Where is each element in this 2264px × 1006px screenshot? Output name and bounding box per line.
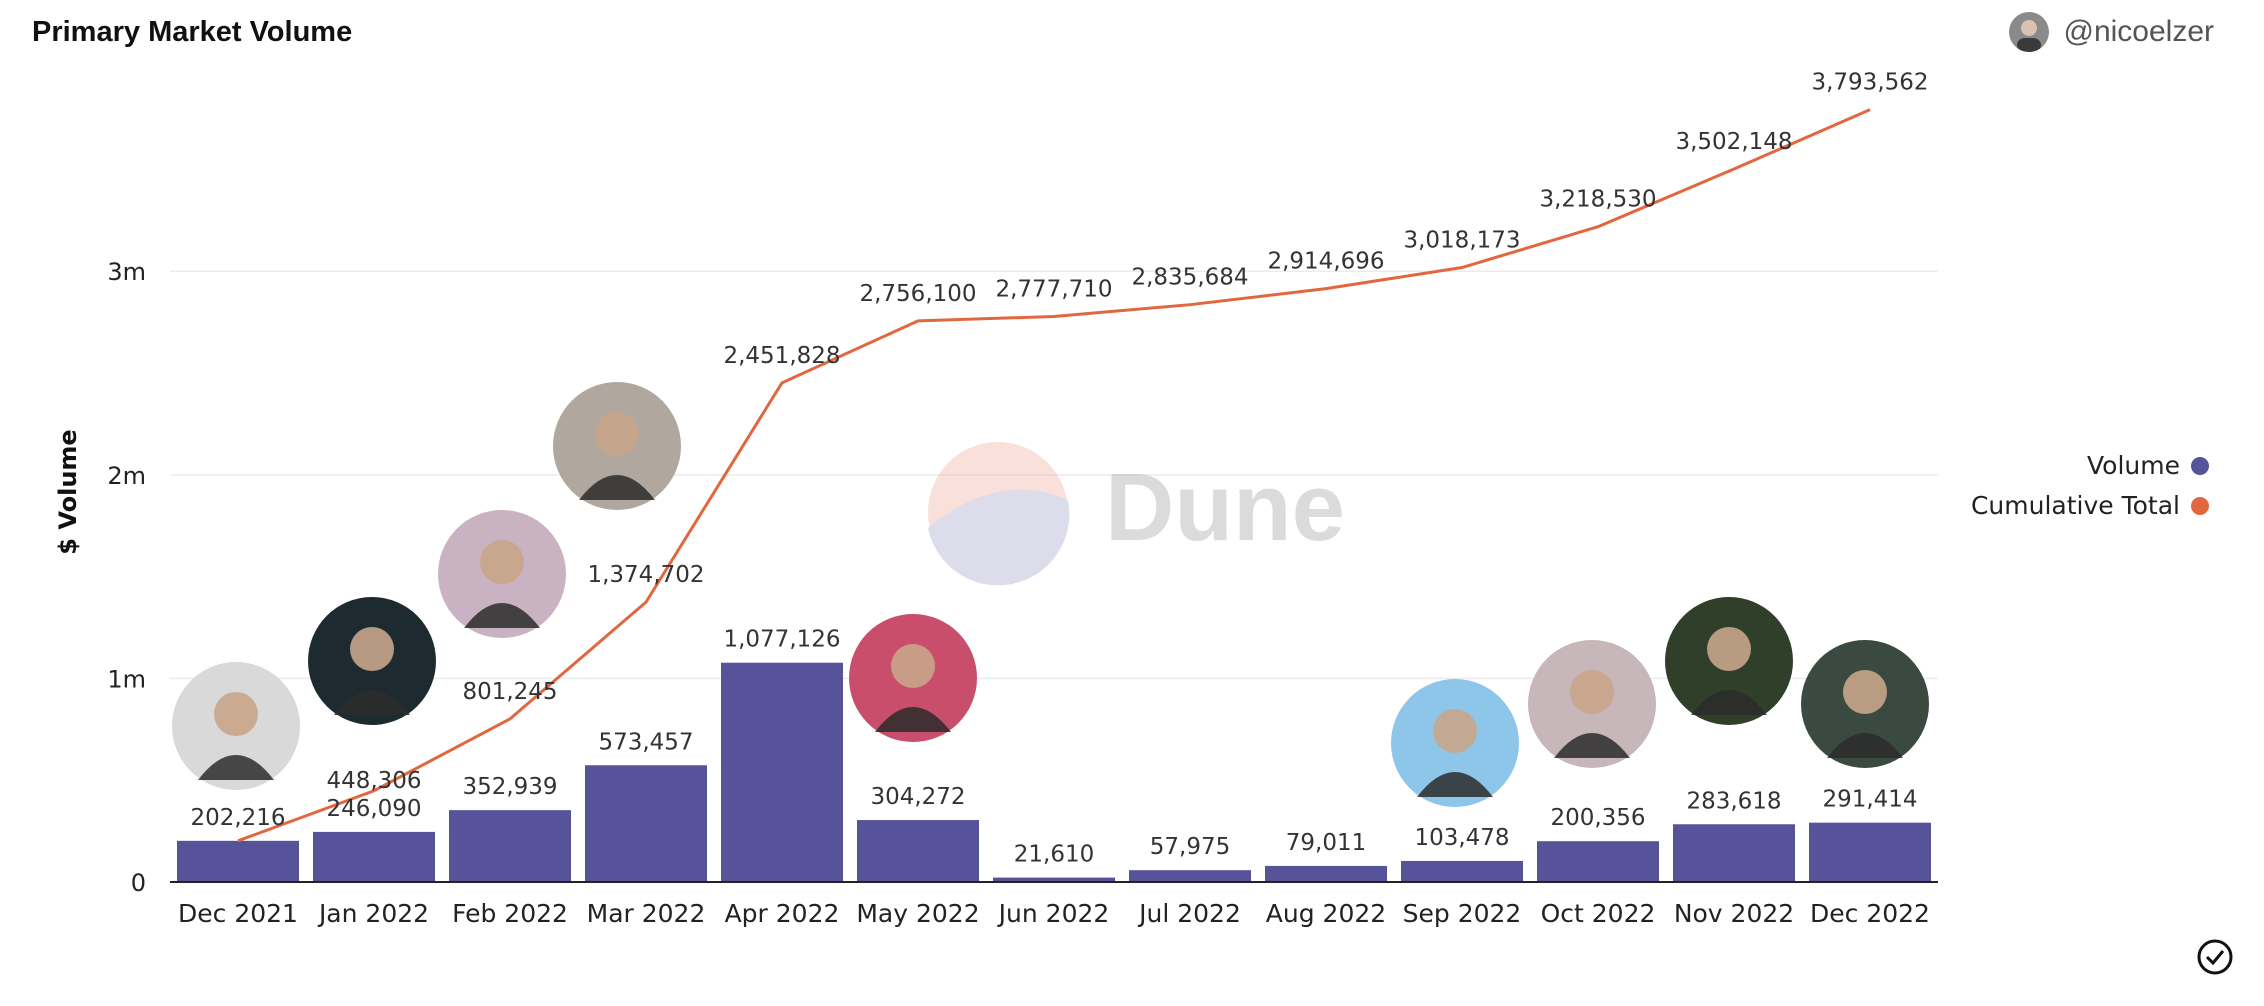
artist-photo [308, 597, 436, 725]
bar-value-label: 79,011 [1286, 830, 1366, 856]
artist-photo [553, 382, 681, 510]
x-tick-label: Jan 2022 [317, 899, 429, 928]
user-badge[interactable]: @nicoelzer [2009, 12, 2214, 52]
y-tick-label: 2m [107, 462, 146, 490]
x-tick-label: May 2022 [856, 899, 979, 928]
bar-value-label: 352,939 [462, 774, 557, 800]
bar [1129, 870, 1251, 882]
artist-face-icon [1843, 670, 1887, 714]
cumulative-value-label: 3,218,530 [1539, 187, 1656, 213]
watermark-text: Dune [1105, 454, 1345, 561]
bar [1809, 822, 1931, 882]
x-tick-label: Dec 2022 [1810, 899, 1930, 928]
cumulative-value-label: 801,245 [462, 679, 557, 705]
artist-face-icon [1433, 709, 1477, 753]
artist-face-icon [214, 692, 258, 736]
artist-face-icon [595, 412, 639, 456]
bar [1265, 865, 1387, 882]
artist-body-icon [1827, 733, 1903, 758]
bar-value-label: 202,216 [190, 805, 285, 831]
bar [993, 877, 1115, 882]
bar-value-label: 304,272 [870, 784, 965, 810]
cumulative-value-label: 3,793,562 [1811, 70, 1928, 96]
bar [721, 662, 843, 882]
legend-dot [2191, 457, 2209, 475]
artist-photo [1801, 640, 1929, 768]
artist-body-icon [198, 755, 274, 780]
x-tick-label: Mar 2022 [587, 899, 706, 928]
artist-face-icon [1570, 670, 1614, 714]
y-tick-label: 0 [131, 869, 146, 897]
dune-watermark: Dune [928, 442, 1345, 586]
x-tick-label: Dec 2021 [178, 899, 298, 928]
bar-value-label: 1,077,126 [723, 627, 840, 653]
artist-body-icon [875, 707, 951, 732]
artist-photo [849, 614, 977, 742]
artist-face-icon [1707, 627, 1751, 671]
bar-value-label: 573,457 [598, 729, 693, 755]
cumulative-value-label: 448,306 [326, 768, 421, 794]
artist-body-icon [334, 690, 410, 715]
cumulative-value-label: 1,374,702 [587, 562, 704, 588]
bar-value-label: 200,356 [1550, 805, 1645, 831]
x-tick-label: Feb 2022 [452, 899, 568, 928]
x-tick-label: Nov 2022 [1674, 899, 1794, 928]
verified-check-icon[interactable] [2196, 938, 2234, 976]
y-tick-label: 3m [107, 258, 146, 286]
legend-label: Volume [2087, 451, 2180, 480]
bar [1401, 860, 1523, 882]
cumulative-value-label: 2,914,696 [1267, 249, 1384, 275]
cumulative-value-label: 3,502,148 [1675, 129, 1792, 155]
artist-photo [172, 662, 300, 790]
artist-face-icon [480, 540, 524, 584]
cumulative-value-label: 2,835,684 [1131, 265, 1248, 291]
legend-label: Cumulative Total [1971, 491, 2180, 520]
x-tick-label: Jun 2022 [997, 899, 1110, 928]
bar [449, 810, 571, 882]
bar [1537, 841, 1659, 882]
cumulative-value-label: 2,756,100 [859, 281, 976, 307]
cumulative-line [237, 108, 1871, 843]
x-tick-label: Oct 2022 [1541, 899, 1656, 928]
artist-body-icon [1691, 690, 1767, 715]
cumulative-value-label: 2,777,710 [995, 276, 1112, 302]
artist-photo [438, 510, 566, 638]
chart-title: Primary Market Volume [32, 16, 353, 48]
artist-photo [1665, 597, 1793, 725]
bar-value-label: 57,975 [1150, 834, 1230, 860]
x-tick-label: Apr 2022 [725, 899, 840, 928]
bar-value-label: 21,610 [1014, 842, 1094, 868]
bar-value-label: 283,618 [1686, 788, 1781, 814]
bar [177, 840, 299, 882]
artist-body-icon [464, 603, 540, 628]
artist-photo [1528, 640, 1656, 768]
cumulative-value-label: 3,018,173 [1403, 228, 1520, 254]
legend-dot [2191, 497, 2209, 515]
artist-face-icon [891, 644, 935, 688]
x-tick-label: Sep 2022 [1403, 899, 1522, 928]
bar-value-label: 291,414 [1822, 787, 1917, 813]
artist-body-icon [1554, 733, 1630, 758]
bar [585, 765, 707, 882]
y-axis-label: $ Volume [54, 429, 82, 554]
dune-logo-icon [928, 442, 1068, 582]
avatar[interactable] [2009, 12, 2050, 52]
cumulative-value-label: 2,451,828 [723, 343, 840, 369]
artist-body-icon [579, 475, 655, 500]
bar-value-label: 103,478 [1414, 825, 1509, 851]
artist-photo [1391, 679, 1519, 807]
bar [313, 831, 435, 882]
artist-body-icon [1417, 772, 1493, 797]
username[interactable]: @nicoelzer [2063, 15, 2214, 48]
x-tick-label: Aug 2022 [1266, 899, 1386, 928]
bar [1673, 824, 1795, 882]
x-tick-label: Jul 2022 [1137, 899, 1241, 928]
artist-face-icon [350, 627, 394, 671]
bar [857, 820, 979, 882]
bar-value-label: 246,090 [326, 796, 421, 822]
y-tick-label: 1m [107, 665, 146, 693]
